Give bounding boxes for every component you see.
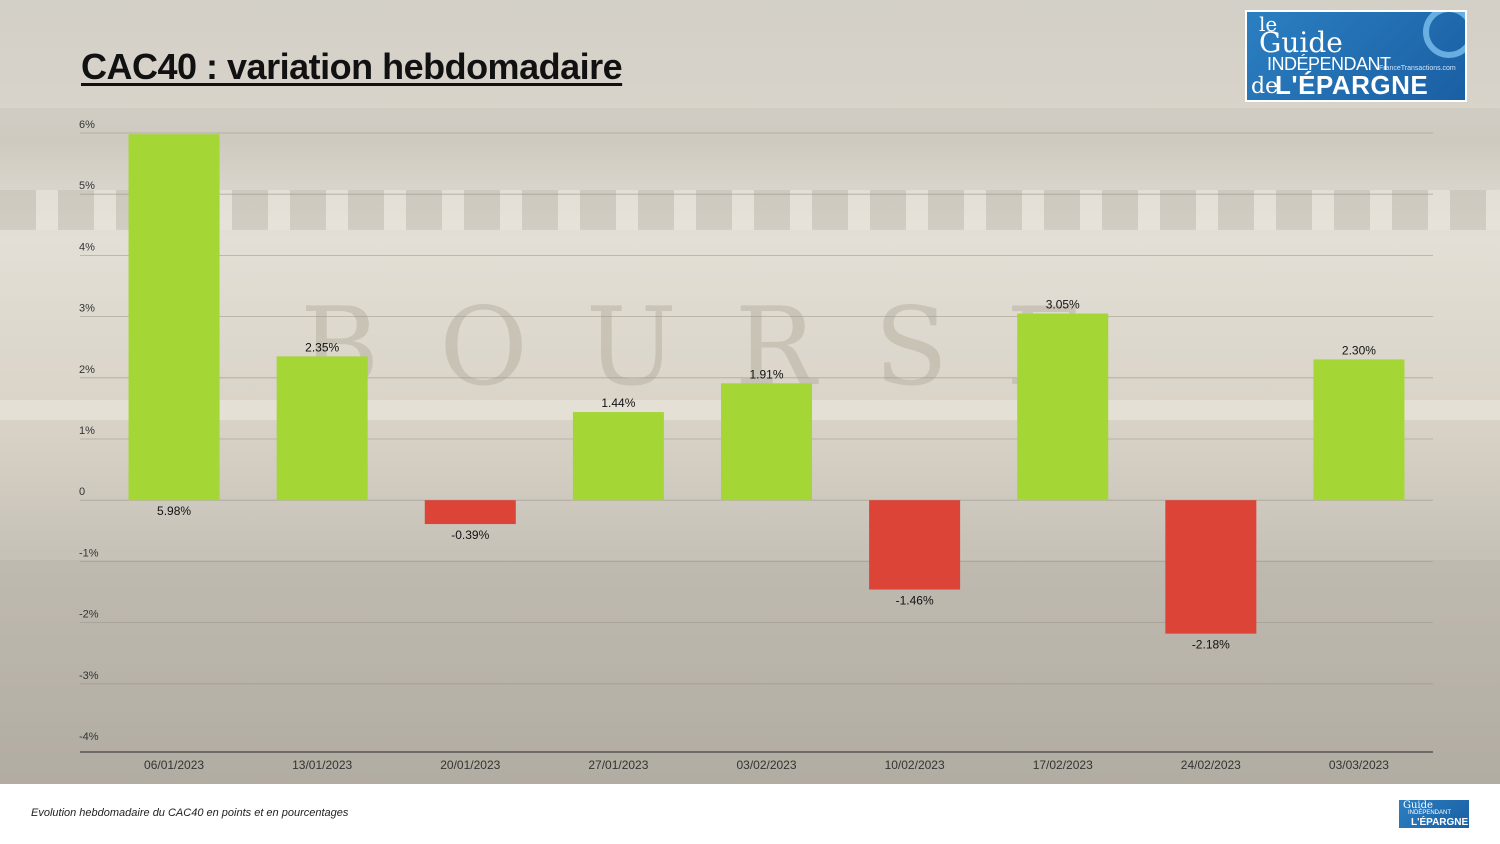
x-tick-label: 03/03/2023 xyxy=(1329,758,1389,772)
data-label: 1.44% xyxy=(601,396,635,410)
x-tick-label: 13/01/2023 xyxy=(292,758,352,772)
bar-10/02/2023[interactable] xyxy=(869,500,961,590)
brand-logo[interactable]: le Guide INDÉPENDANT de L'ÉPARGNE France… xyxy=(1245,10,1467,102)
logo-text-site: FranceTransactions.com xyxy=(1379,65,1456,72)
bar-27/01/2023[interactable] xyxy=(572,412,664,501)
y-tick-label: 6% xyxy=(79,119,95,131)
y-tick-label: -4% xyxy=(79,731,99,743)
logo-text-epargne: L'ÉPARGNE xyxy=(1275,70,1429,100)
y-tick-label: 1% xyxy=(79,425,95,437)
x-axis-ticks: 06/01/2023 13/01/2023 20/01/2023 27/01/2023… xyxy=(144,758,1389,772)
y-tick-label: 0 xyxy=(79,486,85,498)
y-tick-label: 3% xyxy=(79,303,95,315)
brand-logo-small[interactable]: Guide INDÉPENDANT L'ÉPARGNE xyxy=(1398,799,1470,829)
bars xyxy=(128,134,1405,634)
data-label: -2.18% xyxy=(1192,638,1230,652)
y-tick-label: -1% xyxy=(79,547,99,559)
logo-text-independant: INDÉPENDANT xyxy=(1267,54,1391,74)
x-tick-label: 20/01/2023 xyxy=(440,758,500,772)
data-labels: 5.98% 2.35% -0.39% 1.44% 1.91% -1.46% 3.05% -2.… xyxy=(157,298,1376,652)
data-label: 2.35% xyxy=(305,340,339,354)
x-tick-label: 17/02/2023 xyxy=(1033,758,1093,772)
figure-caption: Evolution hebdomadaire du CAC40 en point… xyxy=(31,807,349,819)
bar-chart: 6% 5% 4% 3% 2% 1% 0 -1% -2% -3% -4% 5.98% 2.35% -0.3… xyxy=(79,119,1433,772)
data-label: -1.46% xyxy=(896,594,934,608)
chart-title: CAC40 : variation hebdomadaire xyxy=(81,46,623,87)
y-axis-ticks: 6% 5% 4% 3% 2% 1% 0 -1% -2% -3% -4% xyxy=(79,119,99,743)
logo-small-text-independant: INDÉPENDANT xyxy=(1408,810,1452,816)
x-tick-label: 06/01/2023 xyxy=(144,758,204,772)
logo-text-de: de xyxy=(1251,74,1279,99)
data-label: 1.91% xyxy=(749,367,783,381)
bar-06/01/2023[interactable] xyxy=(128,134,220,501)
data-label: 5.98% xyxy=(157,504,191,518)
logo-text-le: le xyxy=(1259,12,1278,36)
bar-03/03/2023[interactable] xyxy=(1313,359,1405,501)
data-label: 2.30% xyxy=(1342,343,1376,357)
y-tick-label: -2% xyxy=(79,609,99,621)
logo-small-text-epargne: L'ÉPARGNE xyxy=(1411,817,1469,828)
bar-24/02/2023[interactable] xyxy=(1165,500,1257,634)
logo-text-guide: Guide xyxy=(1259,26,1343,59)
facade-engraving: BOURSE xyxy=(300,285,1144,410)
bar-03/02/2023[interactable] xyxy=(721,383,812,501)
logo-small-text-guide: Guide xyxy=(1403,800,1433,811)
y-tick-label: 5% xyxy=(79,180,95,192)
y-tick-label: -3% xyxy=(79,670,99,682)
x-tick-label: 10/02/2023 xyxy=(885,758,945,772)
x-tick-label: 27/01/2023 xyxy=(588,758,648,772)
x-tick-label: 24/02/2023 xyxy=(1181,758,1241,772)
bar-13/01/2023[interactable] xyxy=(276,356,368,501)
data-label: -0.39% xyxy=(451,528,489,542)
bar-20/01/2023[interactable] xyxy=(424,500,516,525)
bar-17/02/2023[interactable] xyxy=(1017,313,1109,501)
y-tick-label: 2% xyxy=(79,364,95,376)
logo-ring-icon xyxy=(1423,12,1465,58)
x-tick-label: 03/02/2023 xyxy=(736,758,796,772)
data-label: 3.05% xyxy=(1046,298,1080,312)
y-tick-label: 4% xyxy=(79,241,95,253)
